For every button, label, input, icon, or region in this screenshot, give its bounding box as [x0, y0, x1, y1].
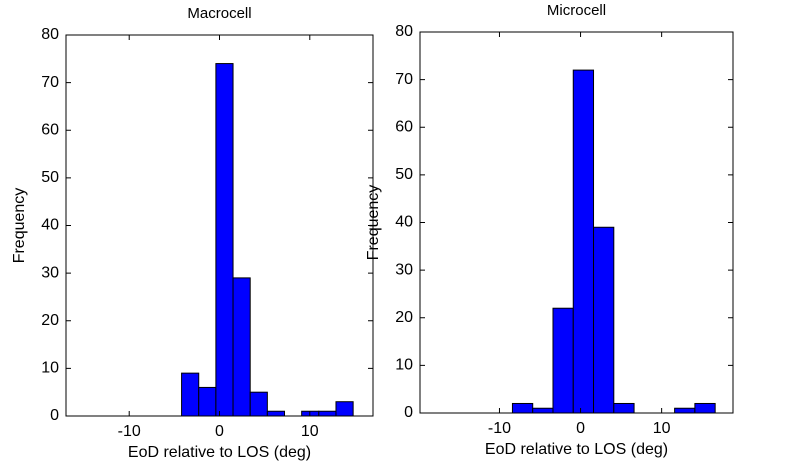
- bar: [266, 410, 286, 417]
- bar: [215, 63, 234, 417]
- y-tick-label: 10: [41, 360, 59, 377]
- y-axis-label: Frequency: [365, 185, 382, 261]
- x-tick-label: 10: [653, 420, 671, 437]
- bar: [572, 69, 595, 414]
- y-tick-label: 50: [41, 169, 59, 186]
- y-tick-label: 50: [395, 166, 413, 183]
- bar: [694, 402, 716, 414]
- y-tick-label: 10: [395, 357, 413, 374]
- chart-title: Macrocell: [187, 5, 251, 22]
- bar: [511, 402, 534, 414]
- bar: [198, 386, 217, 417]
- y-tick-label: 70: [395, 71, 413, 88]
- bar: [318, 410, 337, 417]
- chart-title: Microcell: [547, 2, 606, 19]
- y-tick-label: 30: [41, 264, 59, 281]
- bar: [552, 307, 574, 414]
- y-tick-label: 0: [50, 407, 59, 424]
- y-tick-label: 20: [395, 309, 413, 326]
- bar: [249, 391, 268, 417]
- y-tick-label: 80: [395, 23, 413, 40]
- x-axis-label: EoD relative to LOS (deg): [128, 444, 311, 461]
- x-axis-label: EoD relative to LOS (deg): [485, 441, 668, 458]
- bar: [532, 407, 554, 414]
- x-tick-label: 0: [215, 423, 224, 440]
- y-tick-label: 30: [395, 261, 413, 278]
- bar: [181, 372, 200, 417]
- y-tick-label: 0: [404, 404, 413, 421]
- x-tick-label: -10: [488, 420, 511, 437]
- bar: [232, 277, 251, 417]
- y-tick-label: 70: [41, 74, 59, 91]
- x-tick-label: -10: [118, 423, 141, 440]
- y-tick-label: 40: [41, 217, 59, 234]
- bar: [674, 407, 696, 414]
- y-tick-label: 80: [41, 26, 59, 43]
- bar: [613, 402, 635, 414]
- y-tick-label: 40: [395, 214, 413, 231]
- y-axis-label: Frequency: [11, 188, 28, 264]
- y-tick-label: 60: [41, 121, 59, 138]
- bar: [335, 401, 354, 417]
- bar: [593, 226, 615, 414]
- y-tick-label: 60: [395, 118, 413, 135]
- x-tick-label: 0: [576, 420, 585, 437]
- x-tick-label: 10: [301, 423, 319, 440]
- y-tick-label: 20: [41, 312, 59, 329]
